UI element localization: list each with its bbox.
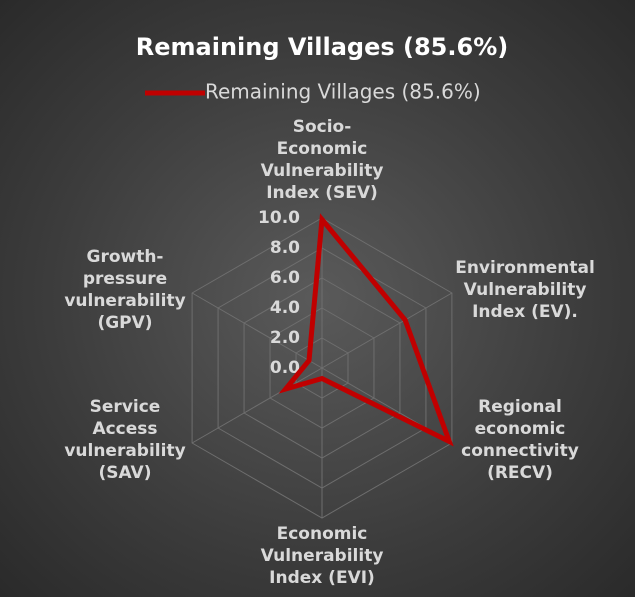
r-tick-label: 10.0 bbox=[258, 208, 300, 228]
category-label: Socio-Economic Vulnerability Index (SEV) bbox=[260, 117, 384, 203]
chart-title: Remaining Villages (85.6%) bbox=[136, 33, 508, 61]
category-label: Service Access vulnerability (SAV) bbox=[64, 397, 186, 483]
series-line bbox=[278, 213, 454, 447]
legend-label: Remaining Villages (85.6%) bbox=[205, 80, 481, 104]
category-label: Economic Vulnerability Index (EVI) bbox=[260, 524, 384, 588]
r-tick-label: 6.0 bbox=[270, 268, 300, 288]
category-label: Growth-pressure vulnerability (GPV) bbox=[64, 247, 186, 333]
r-tick-label: 0.0 bbox=[270, 358, 300, 378]
spoke bbox=[191, 292, 323, 369]
r-tick-label: 8.0 bbox=[270, 238, 300, 258]
category-label: Environmental Vulnerability Index (EV). bbox=[455, 258, 595, 322]
spoke bbox=[191, 367, 323, 444]
category-label: Regional economic connectivity (RECV) bbox=[461, 397, 579, 483]
r-tick-label: 4.0 bbox=[270, 298, 300, 318]
spoke bbox=[321, 292, 453, 369]
r-tick-label: 2.0 bbox=[270, 328, 300, 348]
